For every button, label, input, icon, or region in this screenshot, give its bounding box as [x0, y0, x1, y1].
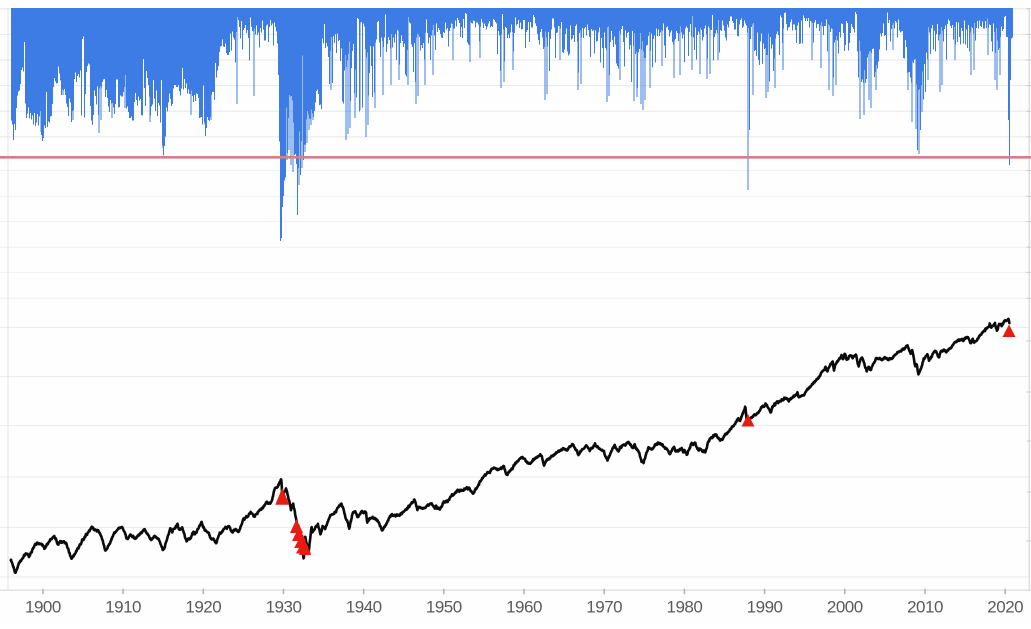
svg-text:1960: 1960 [506, 598, 542, 617]
svg-text:1950: 1950 [426, 598, 462, 617]
svg-text:1900: 1900 [25, 598, 61, 617]
svg-text:1930: 1930 [266, 598, 302, 617]
svg-text:2010: 2010 [907, 598, 943, 617]
svg-text:1990: 1990 [747, 598, 783, 617]
svg-text:2000: 2000 [827, 598, 863, 617]
svg-text:1910: 1910 [105, 598, 141, 617]
svg-text:1980: 1980 [666, 598, 702, 617]
svg-text:1920: 1920 [185, 598, 221, 617]
svg-text:2020: 2020 [987, 598, 1023, 617]
svg-text:1970: 1970 [586, 598, 622, 617]
svg-text:1940: 1940 [346, 598, 382, 617]
